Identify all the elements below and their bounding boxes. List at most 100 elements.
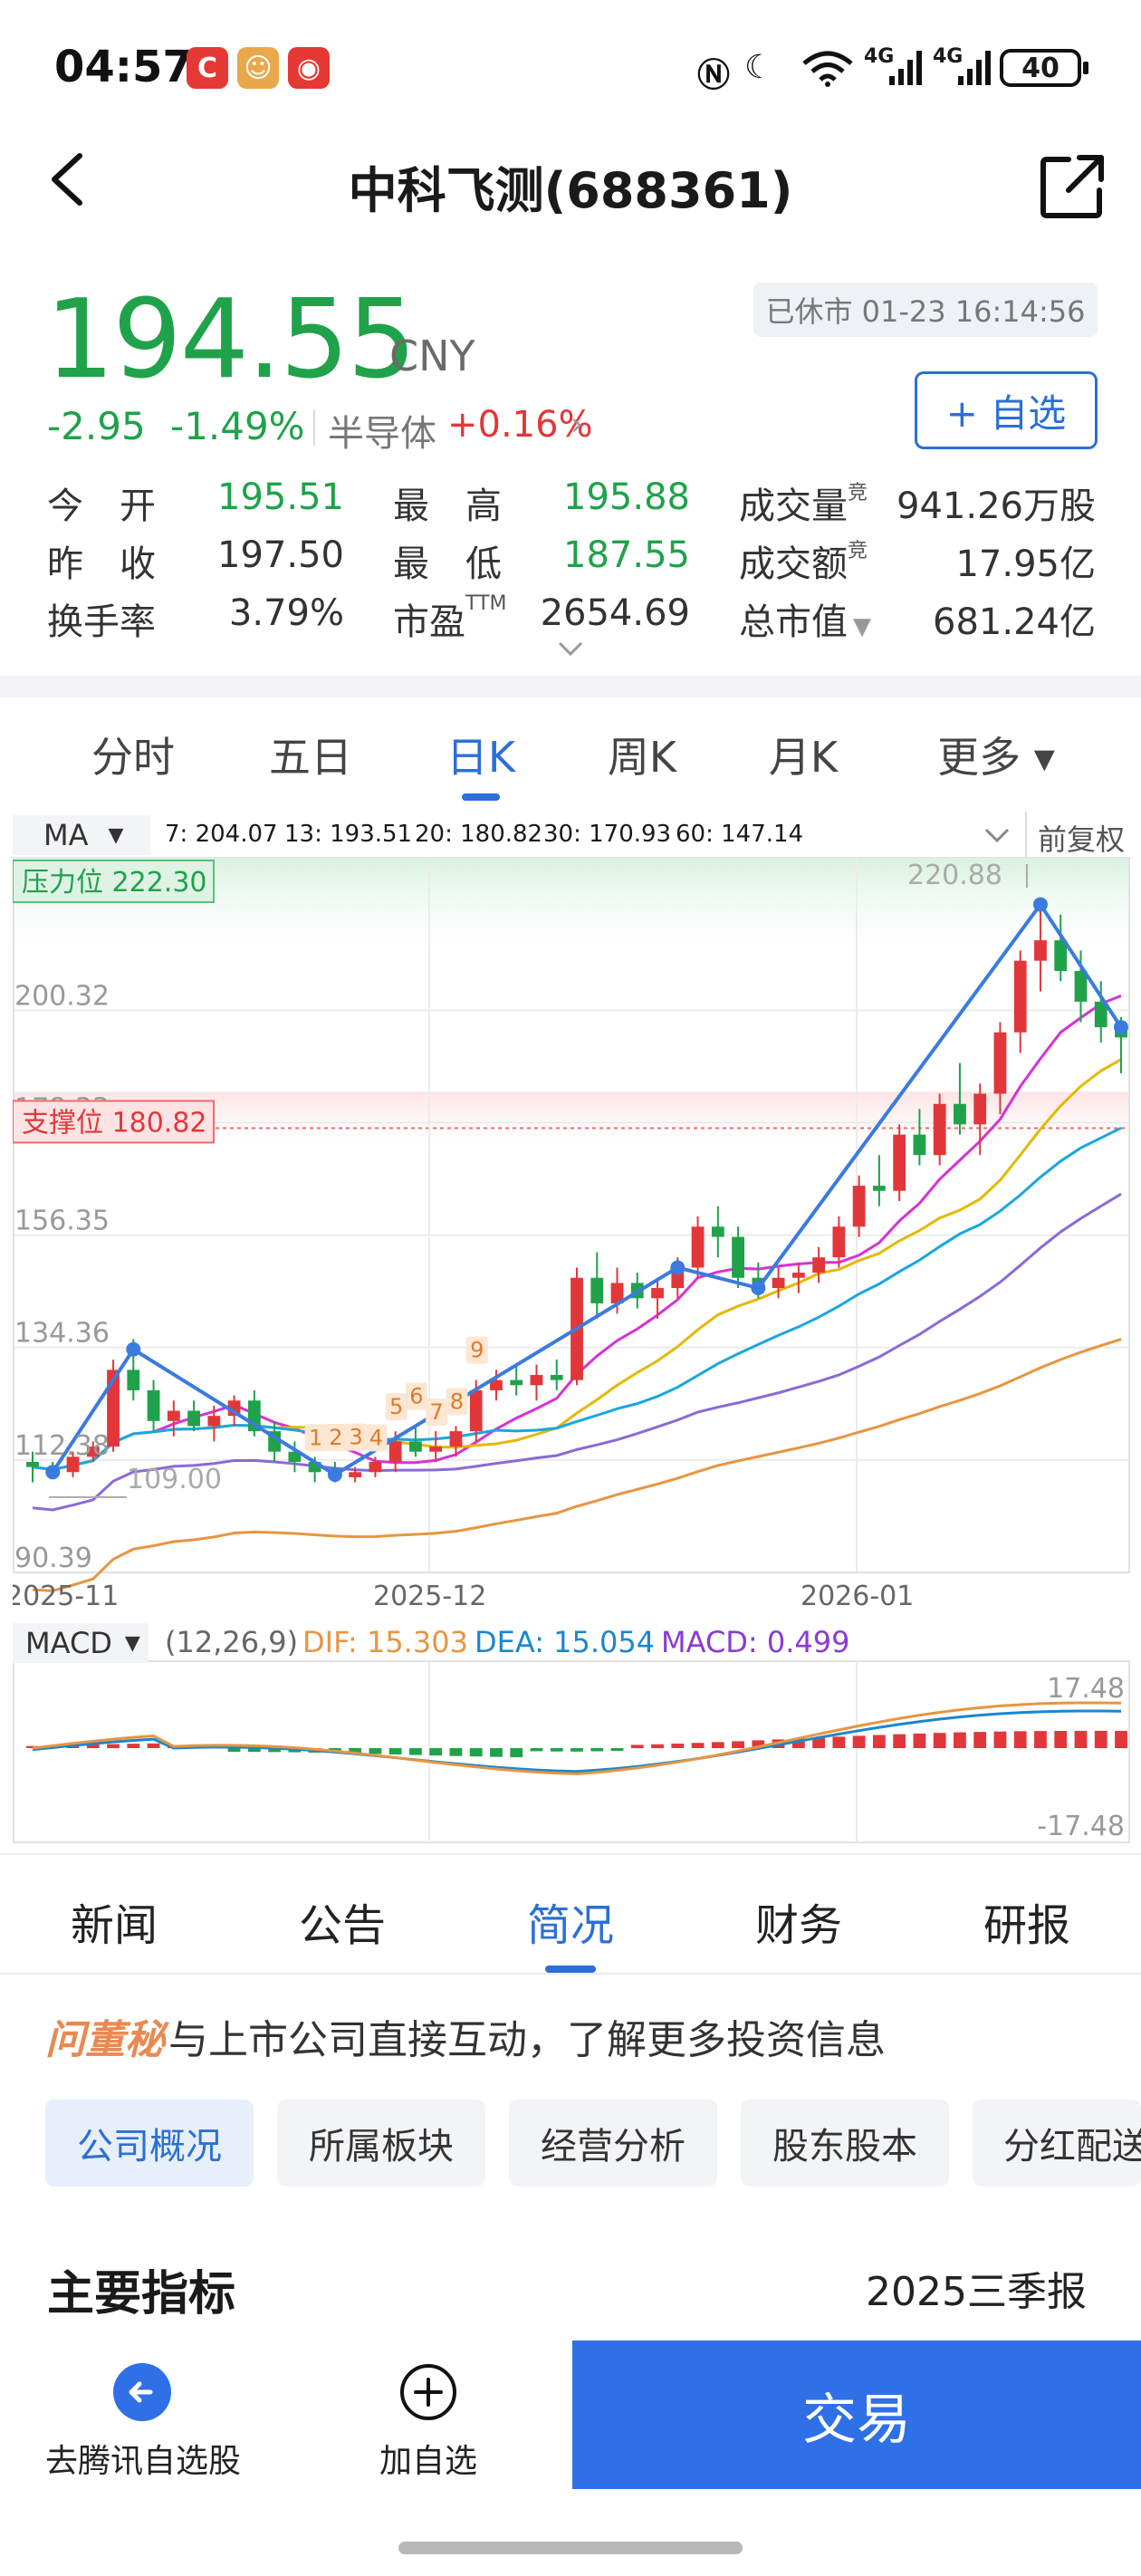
ask-secretary-brand[interactable]: 问董秘	[45, 2017, 165, 2063]
candle-body	[147, 1389, 160, 1421]
signal-badge	[385, 1393, 408, 1421]
macd-bar	[429, 1748, 443, 1756]
price-adjust-button[interactable]: 前复权	[1038, 822, 1126, 857]
macd-bar	[691, 1743, 705, 1748]
pill-shareholders[interactable]: 股东股本	[741, 2100, 949, 2187]
add-watchlist-button[interactable]: + 自选	[915, 371, 1098, 449]
candle-body	[429, 1447, 443, 1452]
macd-bar	[1013, 1731, 1027, 1748]
candle-body	[469, 1389, 483, 1432]
macd-bar	[247, 1748, 261, 1753]
candle-body	[732, 1236, 744, 1278]
tab-research[interactable]: 研报	[983, 1900, 1070, 1951]
caret-down-icon: ▼	[124, 1631, 140, 1655]
macd-bar	[651, 1744, 664, 1748]
macd-bar	[86, 1745, 100, 1748]
candle-body	[993, 1032, 1007, 1094]
macd-bar	[147, 1743, 160, 1748]
report-period[interactable]: 2025三季报	[866, 2269, 1087, 2315]
open-value: 195.51	[217, 476, 344, 518]
share-icon[interactable]	[1038, 152, 1107, 221]
go-tencent-label[interactable]: 去腾讯自选股	[44, 2443, 241, 2480]
candle-body	[26, 1461, 39, 1467]
candle-body	[791, 1273, 805, 1278]
signal-label: 3	[350, 1425, 363, 1450]
active-tab-indicator	[545, 1966, 596, 1973]
caret-down-icon[interactable]: ▼	[853, 613, 871, 640]
market-cap-label[interactable]: 总市值 ▼	[739, 592, 871, 645]
tab-announcements[interactable]: 公告	[298, 1900, 386, 1951]
tab-weekly-k[interactable]: 周K	[607, 733, 677, 782]
indicator-select-label: MA	[43, 818, 89, 852]
chevron-down-icon[interactable]	[983, 826, 1011, 844]
candle-body	[187, 1410, 200, 1427]
wifi-icon	[802, 51, 853, 87]
pill-dividends[interactable]: 分红配送	[973, 2100, 1141, 2187]
active-tab-indicator	[462, 793, 500, 801]
signal-label: 9	[470, 1338, 484, 1363]
chart-labels: 123456789200.32178.33156.35134.36112.389…	[13, 860, 1028, 1612]
add-circle-icon[interactable]	[398, 2362, 458, 2422]
chevron-right-icon[interactable]: ›	[570, 406, 584, 443]
trade-button[interactable]: 交易	[572, 2341, 1141, 2489]
macd-bar	[872, 1735, 886, 1748]
pill-company-overview[interactable]: 公司概况	[45, 2100, 254, 2187]
signal-badge	[324, 1423, 347, 1451]
promo-text[interactable]: 与上市公司直接互动，了解更多投资信息	[168, 2017, 886, 2063]
candle-body	[590, 1277, 604, 1303]
macd-bar	[671, 1744, 685, 1748]
auction-mark: 竞	[848, 540, 868, 562]
macd-bar	[449, 1748, 463, 1756]
tab-news[interactable]: 新闻	[70, 1900, 158, 1951]
y-tick-label: 134.36	[14, 1318, 110, 1350]
candle-body	[610, 1283, 624, 1303]
candle-body	[973, 1093, 987, 1125]
macd-frame	[13, 1660, 1130, 1843]
trend-polyline	[51, 901, 1123, 1477]
candle-body	[651, 1288, 664, 1299]
kline-chart[interactable]: 123456789200.32178.33156.35134.36112.389…	[13, 857, 1130, 1848]
back-arrow-icon[interactable]	[47, 152, 87, 207]
candle-body	[933, 1103, 946, 1156]
macd-select-label: MACD	[25, 1626, 112, 1660]
tab-more[interactable]: 更多 ▾	[937, 733, 1055, 782]
pill-business-analysis[interactable]: 经营分析	[509, 2100, 717, 2187]
divider	[313, 409, 315, 446]
tab-five-day[interactable]: 五日	[269, 733, 352, 782]
volume-label: 成交量竞	[739, 476, 868, 529]
home-indicator	[398, 2542, 743, 2554]
candle-body	[893, 1134, 906, 1191]
sector-link[interactable]: 半导体	[328, 413, 436, 455]
tab-profile[interactable]: 简况	[526, 1900, 614, 1951]
pill-sectors[interactable]: 所属板块	[277, 2100, 485, 2187]
signal-badge	[465, 1336, 488, 1364]
trend-pivot	[327, 1467, 342, 1483]
expand-chevron-icon[interactable]	[558, 639, 583, 658]
tab-intraday[interactable]: 分时	[91, 733, 175, 782]
turnover-rate-label: 换手率	[47, 601, 156, 643]
candle-body	[1054, 940, 1068, 971]
add-watchlist-label[interactable]: 加自选	[379, 2443, 477, 2480]
tab-monthly-k[interactable]: 月K	[768, 733, 839, 782]
section-title: 主要指标	[47, 2267, 236, 2321]
candle-body	[449, 1431, 463, 1447]
macd-bar	[530, 1748, 543, 1752]
macd-bar	[993, 1731, 1007, 1748]
candle-body	[490, 1379, 503, 1390]
notification-app-icon: C	[187, 47, 228, 89]
macd-select[interactable]: MACD ▼	[13, 1623, 149, 1663]
candle-body	[127, 1370, 140, 1390]
go-tencent-icon[interactable]	[112, 2362, 172, 2422]
macd-bar	[1054, 1730, 1068, 1748]
currency-label: CNY	[389, 332, 475, 380]
tab-daily-k[interactable]: 日K	[446, 733, 516, 782]
trend-pivot	[45, 1465, 61, 1480]
tab-financials[interactable]: 财务	[754, 1900, 842, 1951]
ma60-value: 60: 147.14	[676, 821, 804, 848]
indicator-select[interactable]: MA ▼	[13, 815, 150, 855]
macd-params: (12,26,9)	[165, 1625, 299, 1659]
candle-body	[711, 1226, 724, 1237]
ma-line	[32, 1338, 1122, 1592]
price-change-percent: -1.49%	[170, 404, 305, 448]
macd-bar	[107, 1744, 120, 1748]
